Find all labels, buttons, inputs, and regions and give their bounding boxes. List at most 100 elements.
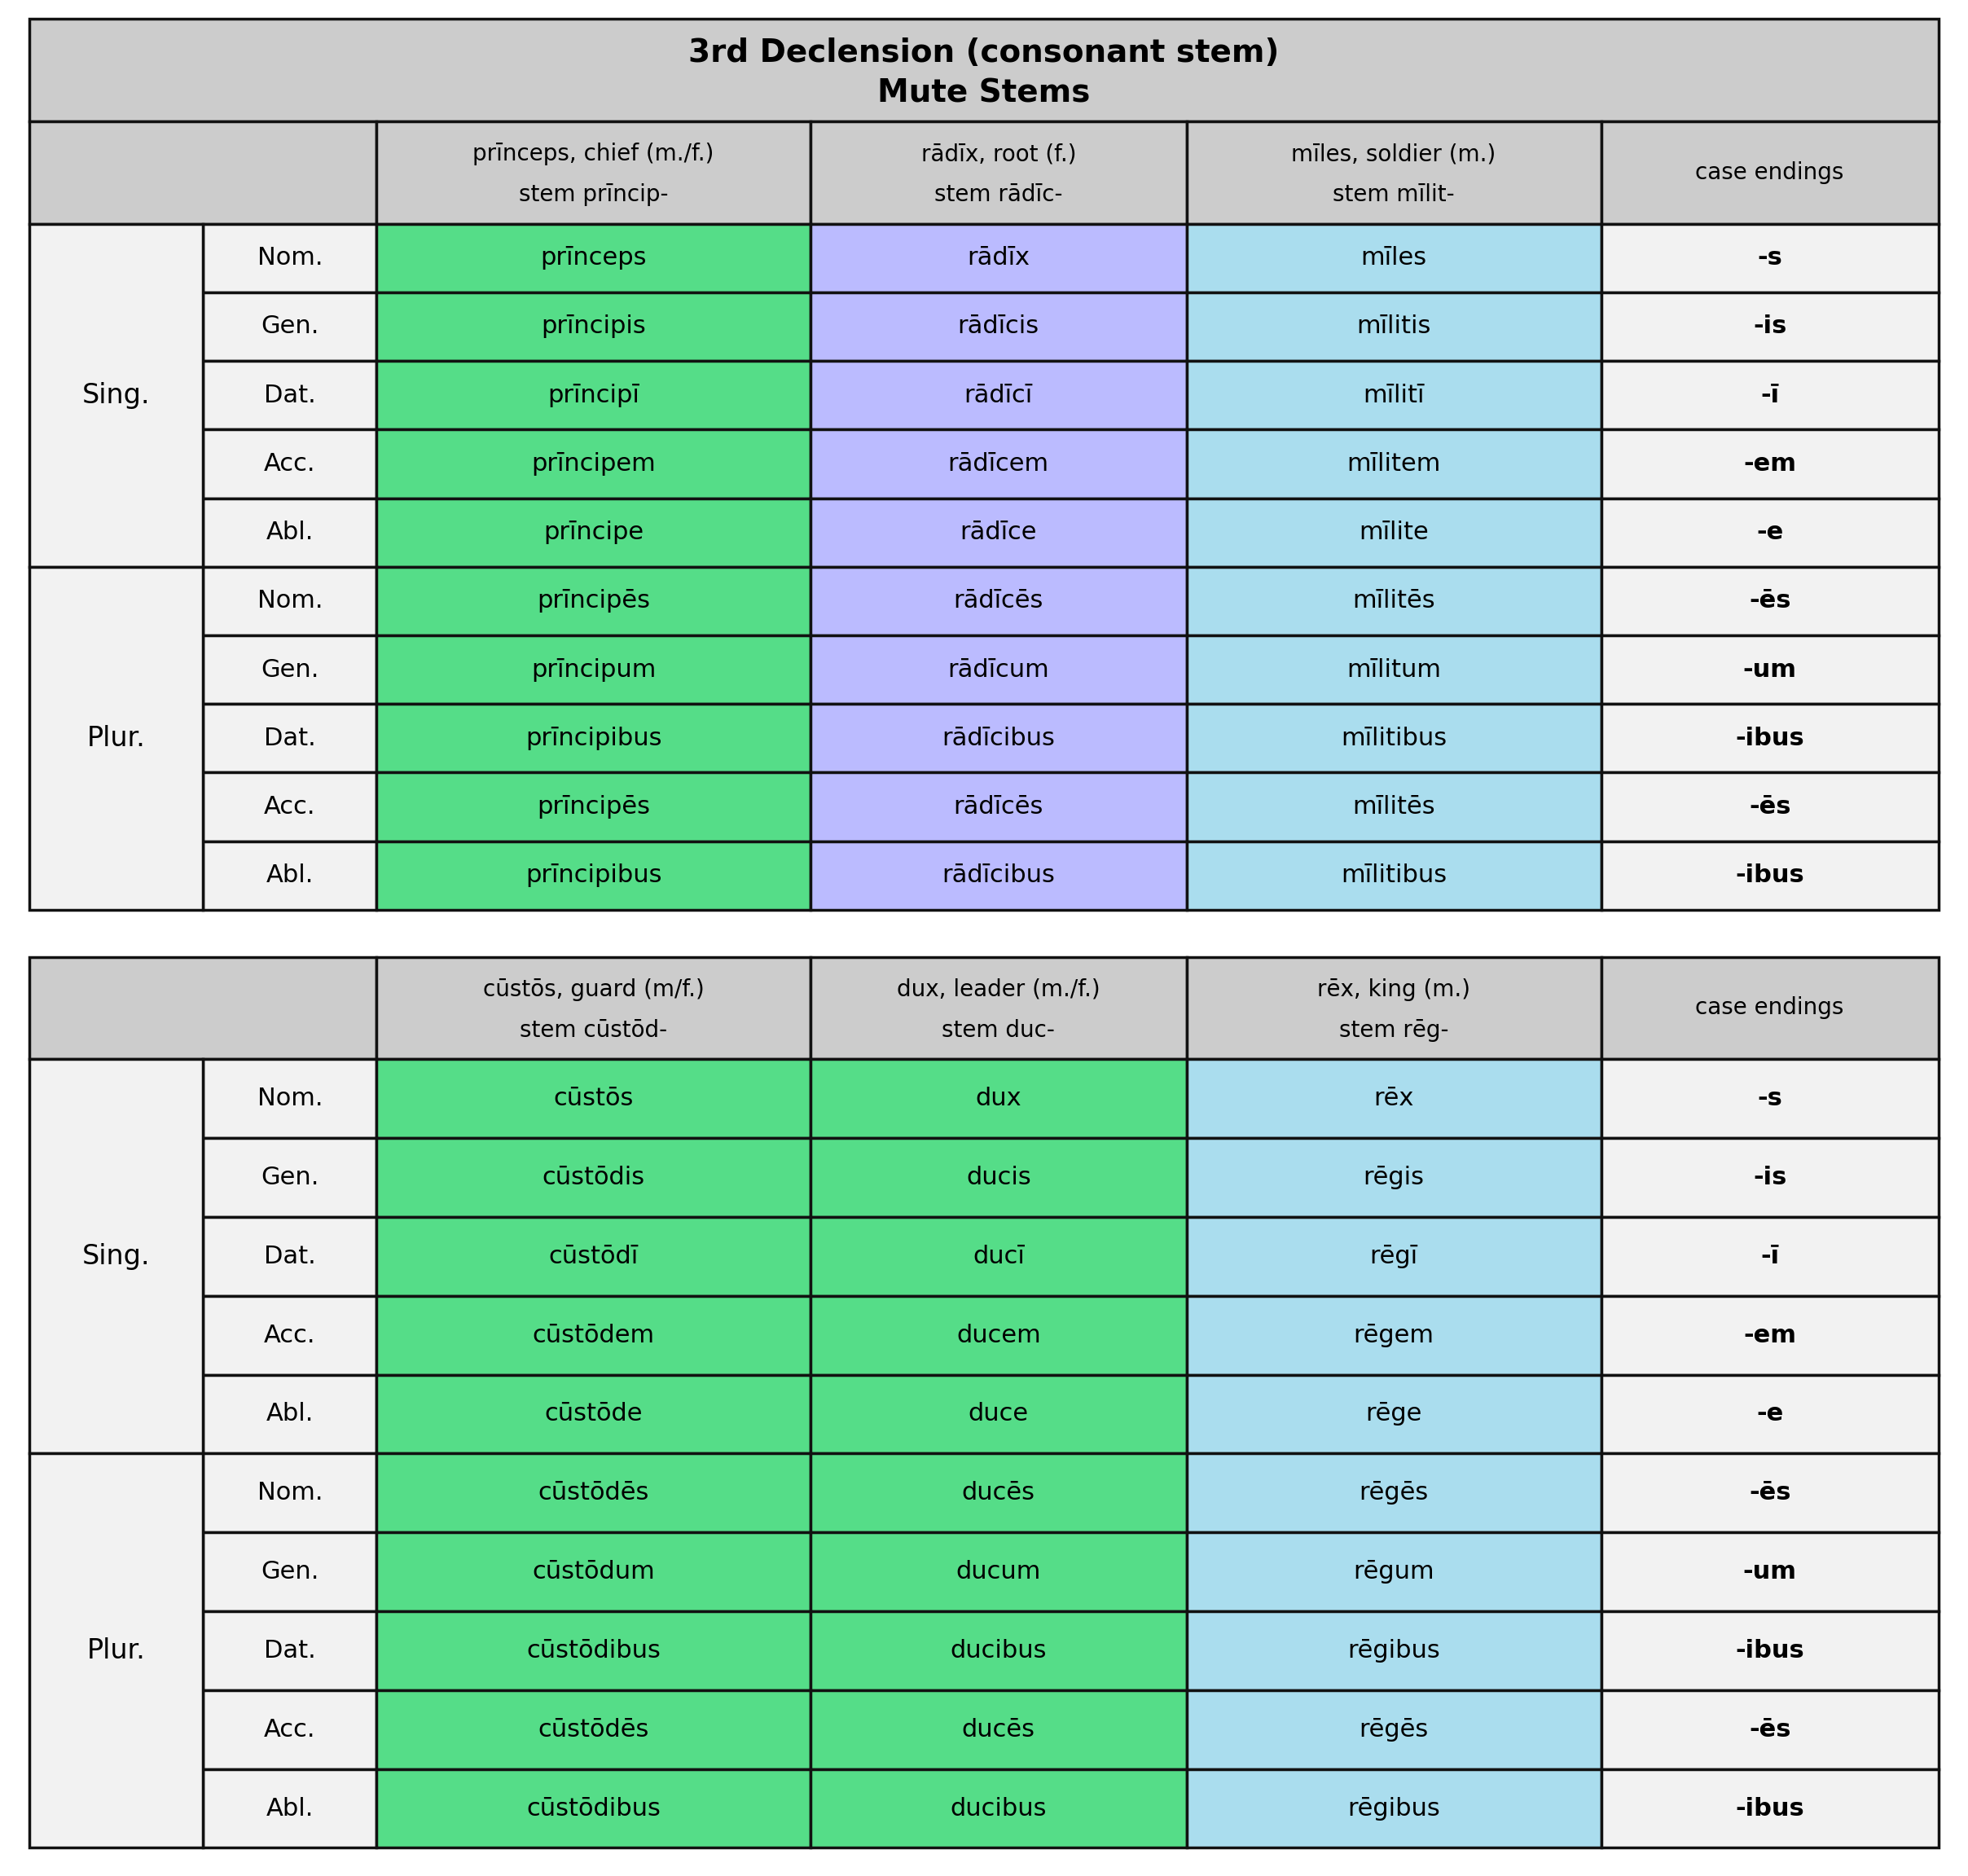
Text: ducibus: ducibus bbox=[951, 1797, 1047, 1820]
Text: Dat.: Dat. bbox=[264, 383, 315, 407]
Text: cūstōdī: cūstōdī bbox=[549, 1244, 638, 1268]
Bar bbox=[1602, 773, 1938, 840]
Bar bbox=[811, 293, 1187, 360]
Bar bbox=[1602, 1218, 1938, 1296]
Bar bbox=[1602, 293, 1938, 360]
Bar bbox=[376, 1611, 811, 1690]
Bar bbox=[203, 1218, 376, 1296]
Bar bbox=[1187, 1375, 1602, 1454]
Text: -ēs: -ēs bbox=[1750, 795, 1791, 818]
Bar bbox=[203, 1533, 376, 1611]
Bar bbox=[203, 1454, 376, 1533]
Bar bbox=[1187, 122, 1602, 223]
Text: cūstōs, guard (m/f.): cūstōs, guard (m/f.) bbox=[482, 977, 705, 1002]
Text: Mute Stems: Mute Stems bbox=[878, 79, 1090, 109]
Text: rēgī: rēgī bbox=[1370, 1244, 1417, 1268]
Bar bbox=[1602, 499, 1938, 567]
Text: -um: -um bbox=[1744, 1561, 1797, 1583]
Text: -is: -is bbox=[1753, 1165, 1787, 1189]
Text: rēx: rēx bbox=[1374, 1086, 1413, 1111]
Bar bbox=[203, 1375, 376, 1454]
Bar bbox=[203, 704, 376, 773]
Text: prīncipem: prīncipem bbox=[531, 452, 655, 477]
Text: -em: -em bbox=[1744, 1323, 1797, 1347]
Bar bbox=[1187, 1218, 1602, 1296]
Bar bbox=[1187, 1533, 1602, 1611]
Text: ducum: ducum bbox=[956, 1561, 1041, 1583]
Bar bbox=[376, 1139, 811, 1218]
Bar bbox=[1187, 1769, 1602, 1848]
Bar bbox=[376, 567, 811, 636]
Text: rēgibus: rēgibus bbox=[1348, 1640, 1441, 1662]
Text: mīlitēs: mīlitēs bbox=[1352, 589, 1435, 613]
Text: stem cūstōd-: stem cūstōd- bbox=[520, 1019, 667, 1041]
Text: -um: -um bbox=[1744, 658, 1797, 681]
Bar bbox=[203, 1611, 376, 1690]
Bar bbox=[203, 223, 376, 293]
Bar bbox=[1602, 567, 1938, 636]
Text: 3rd Declension (consonant stem): 3rd Declension (consonant stem) bbox=[689, 38, 1279, 68]
Text: cūstōs: cūstōs bbox=[553, 1086, 634, 1111]
Bar bbox=[30, 957, 376, 1060]
Bar bbox=[376, 1769, 811, 1848]
Text: cūstōde: cūstōde bbox=[545, 1401, 644, 1426]
Bar bbox=[811, 840, 1187, 910]
Text: cūstōdēs: cūstōdēs bbox=[537, 1482, 649, 1505]
Bar bbox=[1187, 704, 1602, 773]
Bar bbox=[376, 430, 811, 499]
Text: prīnceps: prīnceps bbox=[541, 246, 647, 270]
Bar bbox=[1602, 1611, 1938, 1690]
Text: prīncipibus: prīncipibus bbox=[525, 863, 661, 887]
Text: cūstōdem: cūstōdem bbox=[533, 1323, 655, 1347]
Bar bbox=[376, 840, 811, 910]
Text: rādīcēs: rādīcēs bbox=[954, 795, 1043, 818]
Text: stem mīlit-: stem mīlit- bbox=[1332, 184, 1454, 206]
Text: mīlitem: mīlitem bbox=[1346, 452, 1441, 477]
Text: duce: duce bbox=[968, 1401, 1029, 1426]
Bar bbox=[811, 1690, 1187, 1769]
Text: -ēs: -ēs bbox=[1750, 1718, 1791, 1741]
Bar bbox=[1187, 499, 1602, 567]
Text: prīncipum: prīncipum bbox=[531, 658, 655, 681]
Bar bbox=[1602, 1769, 1938, 1848]
Bar bbox=[811, 773, 1187, 840]
Bar bbox=[1187, 567, 1602, 636]
Bar bbox=[376, 773, 811, 840]
Bar bbox=[376, 122, 811, 223]
Bar bbox=[376, 957, 811, 1060]
Bar bbox=[376, 1296, 811, 1375]
Bar bbox=[1187, 1139, 1602, 1218]
Bar bbox=[811, 1454, 1187, 1533]
Bar bbox=[811, 1611, 1187, 1690]
Text: ducī: ducī bbox=[972, 1244, 1025, 1268]
Text: -is: -is bbox=[1753, 315, 1787, 338]
Text: ducibus: ducibus bbox=[951, 1640, 1047, 1662]
Text: rēgem: rēgem bbox=[1354, 1323, 1435, 1347]
Text: rēgēs: rēgēs bbox=[1360, 1482, 1429, 1505]
Text: Dat.: Dat. bbox=[264, 1640, 315, 1662]
Text: Acc.: Acc. bbox=[264, 795, 315, 818]
Text: mīlite: mīlite bbox=[1358, 522, 1429, 544]
Bar bbox=[811, 1533, 1187, 1611]
Bar bbox=[811, 223, 1187, 293]
Text: rādīcī: rādīcī bbox=[964, 383, 1033, 407]
Bar bbox=[203, 1296, 376, 1375]
Text: prīnceps, chief (m./f.): prīnceps, chief (m./f.) bbox=[472, 143, 714, 165]
Text: mīles, soldier (m.): mīles, soldier (m.) bbox=[1291, 143, 1496, 165]
Text: -ēs: -ēs bbox=[1750, 1482, 1791, 1505]
Bar bbox=[30, 567, 203, 910]
Text: rēgēs: rēgēs bbox=[1360, 1718, 1429, 1741]
Text: -ibus: -ibus bbox=[1736, 726, 1805, 750]
Text: Sing.: Sing. bbox=[83, 383, 150, 409]
Bar bbox=[1602, 704, 1938, 773]
Bar bbox=[1187, 430, 1602, 499]
Text: rādīcem: rādīcem bbox=[949, 452, 1049, 477]
Bar bbox=[376, 499, 811, 567]
Bar bbox=[1602, 840, 1938, 910]
Text: -s: -s bbox=[1757, 246, 1783, 270]
Bar bbox=[203, 499, 376, 567]
Bar bbox=[376, 293, 811, 360]
Text: ducēs: ducēs bbox=[962, 1718, 1035, 1741]
Text: -ibus: -ibus bbox=[1736, 863, 1805, 887]
Text: cūstōdēs: cūstōdēs bbox=[537, 1718, 649, 1741]
